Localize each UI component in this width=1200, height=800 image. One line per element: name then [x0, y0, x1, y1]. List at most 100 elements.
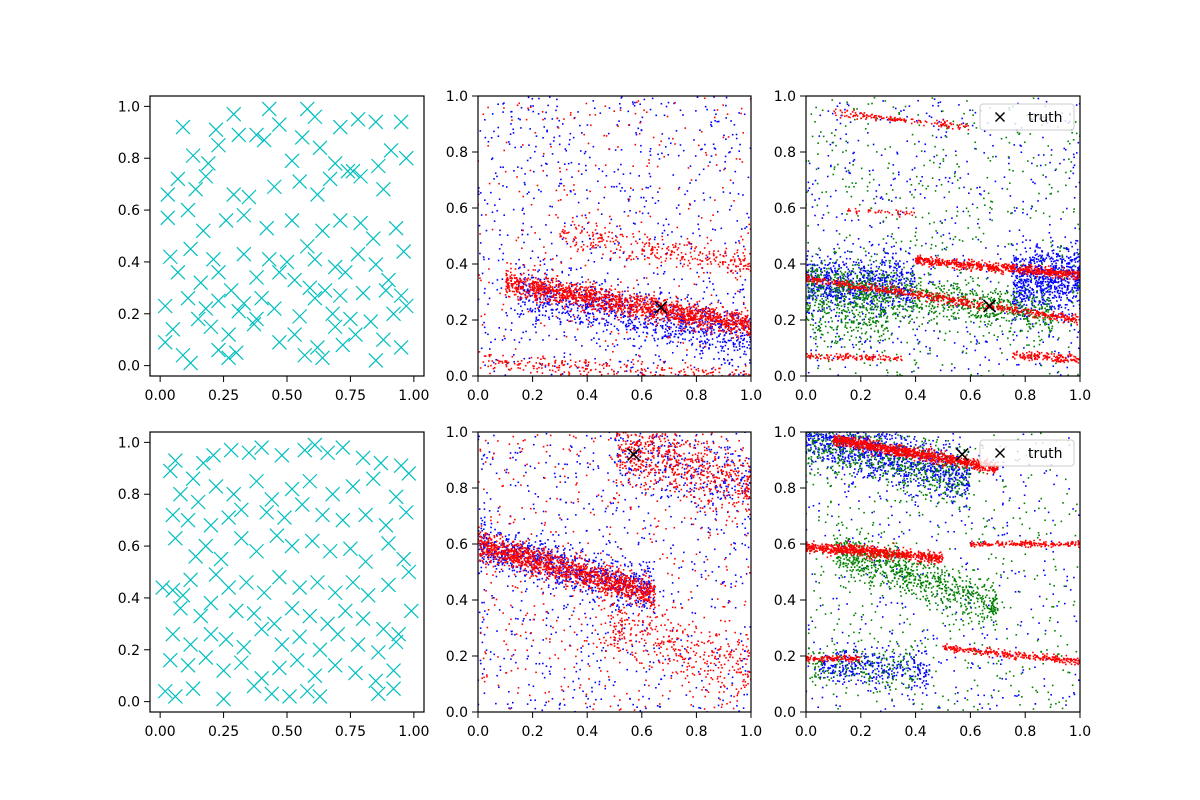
data-point	[575, 301, 577, 303]
data-point	[825, 293, 828, 296]
data-point	[647, 212, 650, 215]
data-point	[846, 276, 849, 279]
data-point	[266, 301, 282, 317]
data-point	[635, 133, 638, 136]
data-point	[690, 306, 693, 309]
data-point	[547, 277, 549, 280]
data-point	[528, 283, 530, 285]
data-point	[612, 303, 615, 306]
data-point	[689, 307, 692, 310]
data-point	[527, 109, 530, 111]
data-point	[547, 286, 550, 289]
data-point	[609, 240, 612, 243]
data-point	[524, 183, 526, 186]
data-point	[1029, 294, 1031, 296]
data-point	[713, 96, 715, 98]
data-point	[584, 303, 587, 306]
data-point	[741, 161, 744, 163]
data-point	[699, 318, 701, 320]
data-point	[651, 97, 654, 100]
data-point	[655, 320, 658, 323]
data-point	[651, 248, 653, 250]
data-point	[714, 324, 717, 326]
data-point	[532, 170, 535, 173]
data-point	[737, 328, 740, 330]
data-point	[1012, 318, 1014, 321]
data-point	[1019, 307, 1022, 309]
data-point	[680, 307, 683, 310]
data-point	[569, 112, 572, 114]
data-point	[580, 320, 582, 323]
data-point	[1067, 298, 1070, 301]
data-point	[1052, 258, 1054, 260]
data-point	[828, 305, 831, 308]
data-point	[533, 290, 535, 293]
data-point	[491, 282, 494, 285]
data-point	[638, 238, 641, 240]
data-point	[881, 282, 884, 284]
data-point	[271, 117, 287, 132]
data-point	[531, 309, 534, 311]
data-point	[500, 243, 503, 246]
data-point	[723, 334, 726, 337]
data-point	[679, 313, 681, 316]
data-point	[624, 190, 626, 192]
data-point	[706, 328, 709, 330]
data-point	[851, 288, 854, 291]
data-point	[644, 315, 647, 317]
data-point	[642, 196, 645, 199]
data-point	[839, 293, 842, 296]
data-point	[867, 274, 870, 276]
data-point	[551, 308, 553, 311]
data-point	[617, 307, 620, 310]
data-point	[587, 361, 590, 364]
data-point	[808, 297, 811, 300]
data-point	[638, 335, 640, 337]
data-point	[874, 270, 877, 273]
data-point	[846, 250, 849, 252]
data-point	[824, 289, 827, 291]
data-point	[717, 299, 720, 302]
data-point	[648, 311, 651, 314]
data-point	[368, 353, 384, 368]
data-point	[719, 261, 721, 264]
data-point	[671, 301, 673, 304]
data-point	[690, 310, 693, 312]
data-point	[885, 277, 887, 279]
data-point	[685, 307, 687, 310]
data-point	[526, 295, 529, 298]
data-point	[705, 312, 708, 315]
data-point	[637, 360, 639, 362]
data-point	[507, 284, 509, 286]
data-point	[566, 292, 569, 295]
data-point	[576, 282, 579, 284]
data-point	[718, 335, 720, 338]
data-point	[558, 282, 561, 285]
data-point	[579, 150, 582, 152]
data-point	[542, 136, 544, 139]
data-point	[741, 327, 743, 329]
data-point	[727, 353, 729, 356]
data-point	[546, 269, 548, 271]
data-point	[611, 231, 613, 234]
data-point	[745, 353, 747, 356]
data-point	[726, 113, 729, 115]
data-point	[721, 261, 724, 263]
data-point	[542, 298, 545, 301]
data-point	[679, 325, 682, 327]
data-point	[522, 195, 524, 198]
data-point	[542, 288, 545, 291]
data-point	[505, 281, 508, 284]
data-point	[546, 288, 549, 290]
data-point	[614, 149, 617, 151]
data-point	[523, 357, 526, 360]
data-point	[561, 373, 564, 375]
data-point	[609, 259, 612, 262]
data-point	[664, 360, 666, 363]
data-point	[627, 307, 629, 310]
data-point	[1064, 260, 1066, 262]
data-point	[744, 318, 747, 321]
data-point	[640, 221, 643, 224]
data-point	[826, 307, 828, 309]
data-point	[568, 285, 570, 287]
